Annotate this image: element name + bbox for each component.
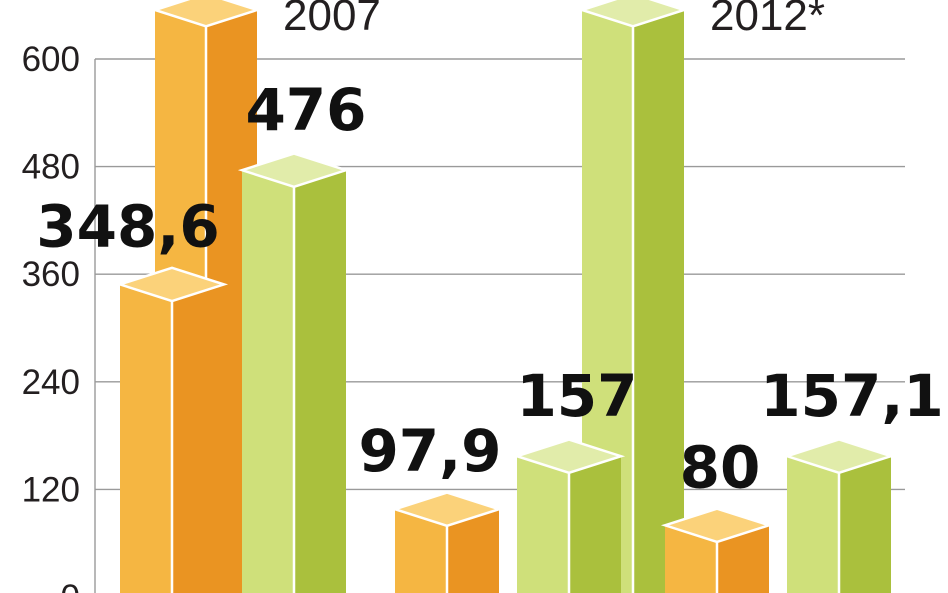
bar-2007-1 xyxy=(390,491,504,593)
bar-2012-0-front-left xyxy=(242,170,294,593)
bar-2007-0-front-left xyxy=(120,284,172,593)
bars xyxy=(115,152,896,593)
y-tick-label-240: 240 xyxy=(22,363,80,402)
value-label-2012-2: 157,1 xyxy=(760,362,943,430)
value-label-2012-0: 476 xyxy=(245,76,366,144)
bar-2012-0-top xyxy=(237,152,351,189)
bar-2012-2-front-left xyxy=(787,456,839,593)
y-tick-label-360: 360 xyxy=(22,255,80,294)
legend-swatch-1 xyxy=(577,0,689,593)
bar-2012-1-front-right xyxy=(569,456,621,593)
legend-label-1: 2012* xyxy=(710,0,825,40)
legend-swatch-0-top xyxy=(150,0,262,28)
bar-2012-0-front-right xyxy=(294,170,346,593)
legend-swatch-1-top xyxy=(577,0,689,28)
bar-2012-2-top xyxy=(782,438,896,475)
bar-2012-1 xyxy=(512,438,626,593)
y-tick-label-480: 480 xyxy=(22,148,80,187)
bar-2012-1-top xyxy=(512,438,626,475)
value-label-2012-1: 157 xyxy=(516,362,637,430)
legend-label-0: 2007 xyxy=(283,0,381,40)
bar-2007-0 xyxy=(115,266,229,593)
y-axis-tick-labels: 0 120 240 360 480 600 xyxy=(22,40,80,593)
y-tick-label-600: 600 xyxy=(22,40,80,79)
value-label-2007-1: 97,9 xyxy=(358,417,501,485)
bar-2007-2 xyxy=(660,507,774,593)
bar-2007-0-front-right xyxy=(172,284,224,593)
y-tick-label-0: 0 xyxy=(61,578,80,593)
bar-2012-1-front-left xyxy=(517,456,569,593)
bar-2007-0-top xyxy=(115,266,229,303)
value-label-2007-2: 80 xyxy=(680,433,761,501)
bar-2012-0 xyxy=(237,152,351,593)
value-label-2007-0: 348,6 xyxy=(36,192,219,260)
bar-2007-1-top xyxy=(390,491,504,528)
bar-2012-2-front-right xyxy=(839,456,891,593)
y-tick-label-120: 120 xyxy=(22,470,80,509)
legend-swatch-1-front-right xyxy=(633,10,684,593)
bar-2007-2-top xyxy=(660,507,774,544)
bar-2012-2 xyxy=(782,438,896,593)
